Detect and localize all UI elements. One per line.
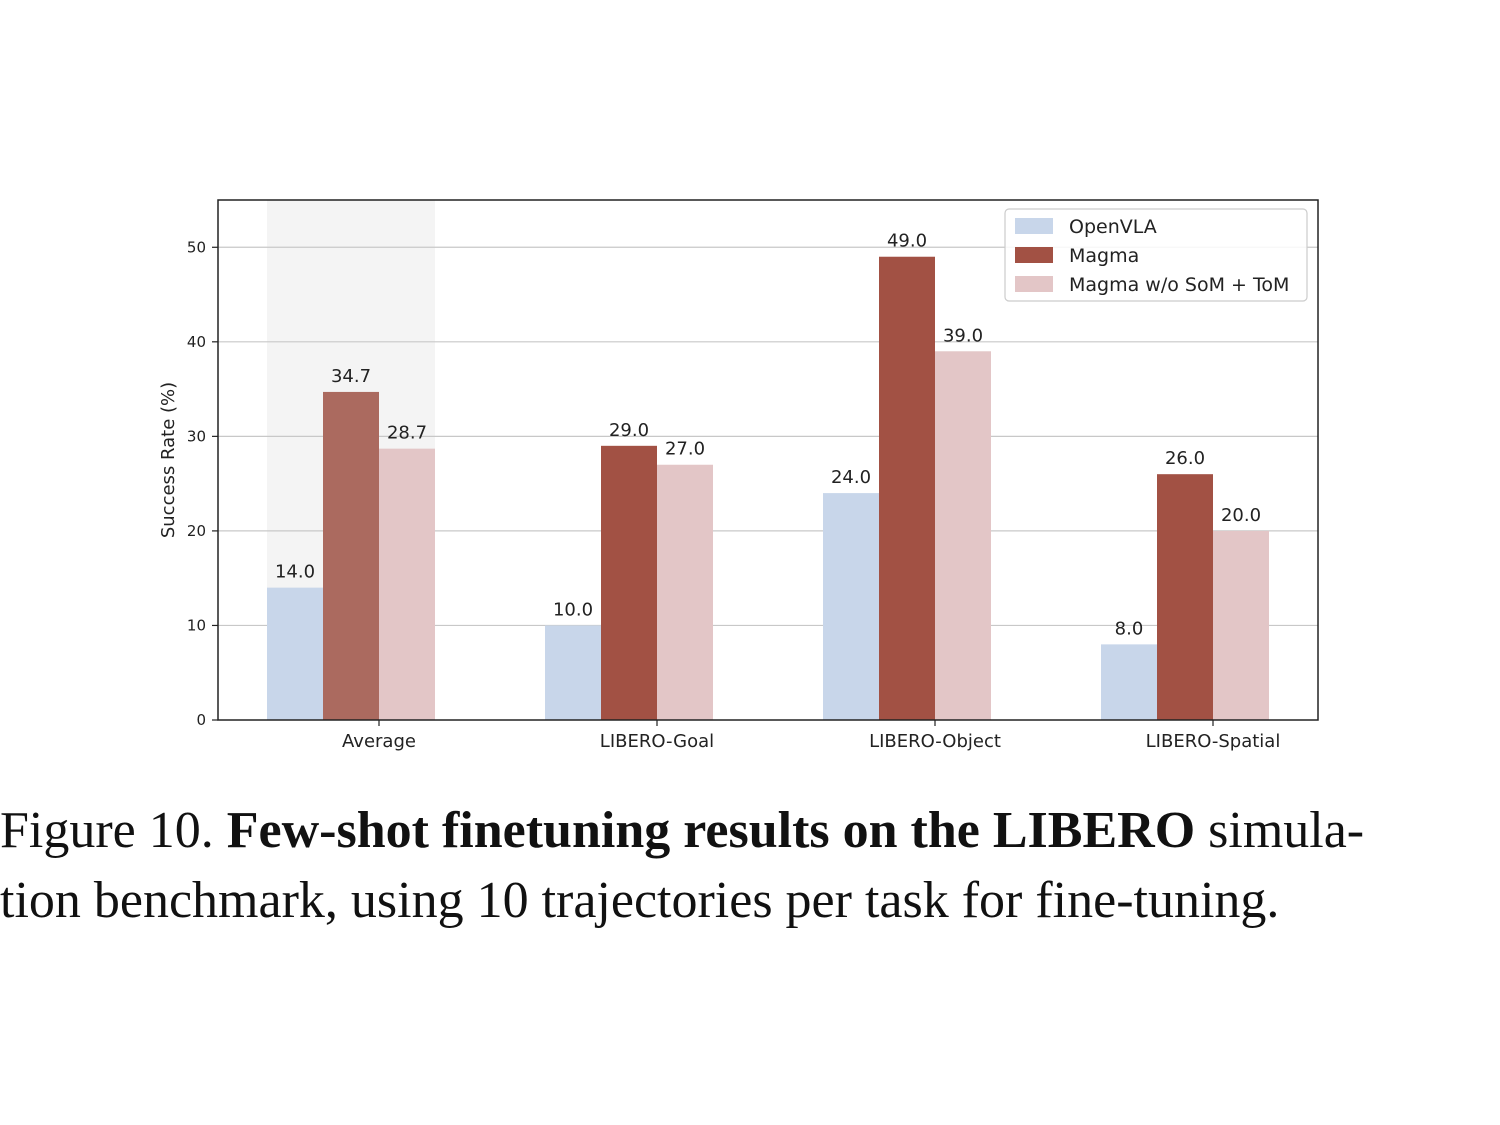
y-tick-label: 30 — [187, 427, 206, 445]
y-tick-label: 0 — [196, 711, 206, 729]
bar-openvla-libero-goal — [545, 625, 601, 720]
y-axis-label: Success Rate (%) — [158, 382, 179, 538]
legend-swatch — [1015, 247, 1053, 263]
legend: OpenVLA Magma Magma w/o SoM + ToM — [1004, 208, 1308, 302]
data-label: 34.7 — [331, 366, 371, 387]
data-label: 8.0 — [1115, 618, 1144, 639]
data-label: 10.0 — [553, 599, 593, 620]
x-tick-label: LIBERO-Object — [869, 731, 1001, 752]
y-tick-label: 40 — [187, 333, 206, 351]
caption-line-1: Figure 10. Few-shot finetuning results o… — [0, 796, 1490, 866]
data-label: 39.0 — [943, 325, 983, 346]
bar-magma-libero-object — [879, 256, 935, 720]
legend-entry-label: Magma — [1069, 245, 1139, 267]
y-tick-label: 10 — [187, 616, 206, 634]
plot-frame — [217, 199, 1319, 721]
caption-bold-title: Few-shot finetuning results on the LIBER… — [226, 802, 1196, 859]
data-label: 20.0 — [1221, 505, 1261, 526]
plot-area: 0 10 20 30 40 50 14.0 34.7 28.7 Average 10.0 29.0 27… — [187, 199, 1319, 752]
figure-caption: Figure 10. Few-shot finetuning results o… — [0, 796, 1490, 936]
data-label: 24.0 — [831, 467, 871, 488]
figure-label: Figure 10. — [0, 802, 214, 859]
data-label: 14.0 — [275, 562, 315, 583]
x-tick-label: LIBERO-Goal — [600, 731, 714, 752]
bar-magma-w-o-som-tom-libero-object — [935, 351, 991, 720]
data-label: 26.0 — [1165, 448, 1205, 469]
data-label: 28.7 — [387, 423, 427, 444]
x-tick-label: LIBERO-Spatial — [1146, 731, 1281, 752]
bar-openvla-libero-object — [823, 493, 879, 720]
legend-swatch — [1015, 218, 1053, 234]
bar-chart: 0 10 20 30 40 50 14.0 34.7 28.7 Average 10.0 29.0 27… — [158, 199, 1319, 752]
data-label: 27.0 — [665, 439, 705, 460]
bar-openvla-libero-spatial — [1101, 644, 1157, 720]
y-tick-label: 50 — [187, 238, 206, 256]
legend-box — [1004, 208, 1308, 302]
bar-magma-w-o-som-tom-average — [379, 448, 435, 720]
caption-line1-rest: simula- — [1208, 802, 1365, 859]
bar-openvla-average — [267, 587, 323, 720]
data-label: 29.0 — [609, 420, 649, 441]
data-label: 49.0 — [887, 231, 927, 252]
bar-magma-libero-spatial — [1157, 474, 1213, 720]
y-tick-label: 20 — [187, 522, 206, 540]
legend-swatch — [1015, 276, 1053, 292]
bar-magma-libero-goal — [601, 445, 657, 720]
bar-magma-w-o-som-tom-libero-spatial — [1213, 530, 1269, 720]
legend-entry-label: Magma w/o SoM + ToM — [1069, 274, 1289, 296]
caption-line-2: tion benchmark, using 10 trajectories pe… — [0, 872, 1280, 929]
legend-entry-label: OpenVLA — [1069, 216, 1157, 238]
bar-magma-w-o-som-tom-libero-goal — [657, 464, 713, 720]
x-tick-label: Average — [342, 731, 416, 752]
bar-magma-average — [323, 391, 379, 720]
